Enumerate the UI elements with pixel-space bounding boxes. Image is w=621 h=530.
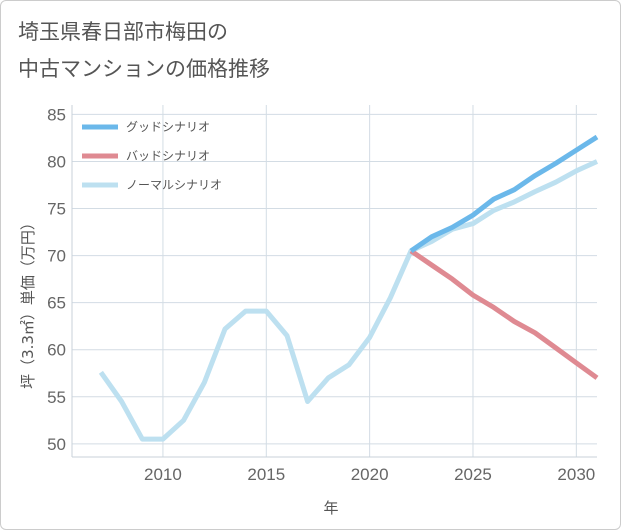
series-lines — [98, 134, 599, 442]
x-tick-label: 2025 — [454, 465, 492, 484]
y-tick-label: 50 — [47, 435, 66, 454]
y-tick-label: 85 — [47, 105, 66, 124]
axes — [71, 105, 597, 458]
y-tick-label: 65 — [47, 294, 66, 313]
chart-title-line-2: 中古マンションの価格推移 — [18, 57, 270, 81]
x-tick-label: 2020 — [351, 465, 389, 484]
y-tick-label: 55 — [47, 388, 66, 407]
y-tick-label: 70 — [47, 247, 66, 266]
x-axis-label: 年 — [323, 499, 338, 517]
x-tick-label: 2010 — [144, 465, 182, 484]
y-tick-label: 75 — [47, 200, 66, 219]
y-tick-label: 80 — [47, 152, 66, 171]
legend-label: グッドシナリオ — [126, 120, 210, 134]
legend-label: ノーマルシナリオ — [126, 178, 222, 192]
plot-area — [72, 105, 597, 457]
series-line-2 — [98, 159, 599, 442]
grid — [72, 105, 597, 457]
x-tick-label: 2015 — [247, 465, 285, 484]
legend-label: バッドシナリオ — [126, 149, 210, 163]
series-line-0 — [409, 134, 599, 253]
y-axis-label: 坪（3.3㎡）単価（万円） — [19, 215, 37, 389]
chart-title: 埼玉県春日部市梅田の 中古マンションの価格推移 — [18, 14, 438, 88]
series-line-1 — [409, 248, 599, 380]
tick-labels: 2010 2015 2020 2025 2030 50 55 60 65 70 75 80 85 — [47, 105, 595, 484]
chart-title-line-1: 埼玉県春日部市梅田の — [18, 20, 228, 44]
y-tick-label: 60 — [47, 341, 66, 360]
x-tick-label: 2030 — [557, 465, 595, 484]
